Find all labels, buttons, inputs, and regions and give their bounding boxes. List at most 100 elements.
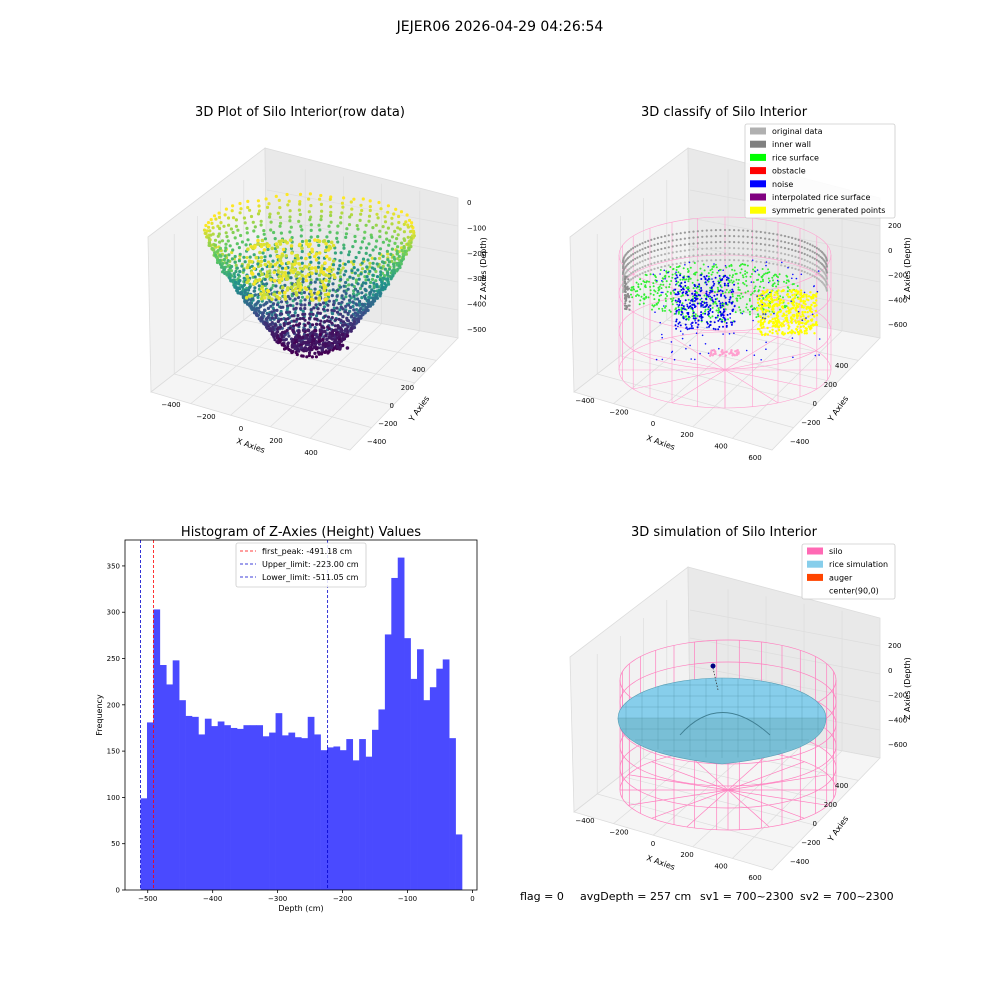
point [768,319,771,323]
point [404,220,408,224]
point [319,218,323,222]
point [288,303,293,307]
point [685,318,688,321]
point [286,342,290,346]
point [259,255,264,260]
point [332,299,336,303]
point [339,268,343,272]
point [797,312,801,315]
point [717,319,720,322]
point [363,230,367,234]
point [707,272,710,275]
point [707,275,710,278]
point [330,294,334,298]
point [671,350,674,353]
point [663,305,665,307]
point [705,259,708,262]
point [798,320,801,323]
point [730,350,733,353]
point [787,259,790,263]
point [357,303,362,307]
point [632,259,635,262]
point [755,236,758,239]
point [287,347,291,352]
panel-histogram: Histogram of Z-Axies (Height) Values −50… [95,525,478,913]
point [772,274,775,277]
point [787,309,790,313]
point [230,264,234,269]
point [208,229,212,233]
point [792,273,794,276]
point [689,266,692,269]
point [678,310,680,313]
point [272,278,277,283]
point [675,232,678,235]
x-tick-label: 600 [748,454,761,462]
point [719,277,721,280]
point [652,282,655,285]
point [390,222,394,226]
point [220,262,225,266]
point [814,309,818,313]
point [331,282,335,286]
point [711,265,714,268]
point [389,252,393,256]
point [298,317,302,321]
point [334,318,338,322]
point [733,247,736,250]
point [338,312,343,316]
point [704,312,707,315]
point [724,308,727,311]
point [218,226,222,231]
point [728,281,731,284]
point [746,229,749,232]
histogram-bar [314,734,321,890]
point [756,269,759,271]
point [293,282,297,287]
point [712,327,715,330]
point [268,215,272,219]
point [269,262,273,267]
point [720,350,723,353]
point [709,320,712,323]
point [317,352,321,356]
point [765,298,768,301]
point [309,281,313,285]
point [630,286,633,289]
point [710,296,713,299]
point [803,240,806,244]
point [673,289,675,291]
point [720,286,723,289]
point [388,239,392,243]
point [403,249,407,253]
point [246,205,250,210]
legend-swatch [750,167,766,175]
point [719,289,722,292]
point [704,310,706,313]
point [644,286,647,289]
point [318,329,323,334]
point [277,280,282,285]
point [386,204,390,208]
point [624,277,627,280]
point [705,301,708,304]
point [237,246,241,250]
point [224,242,228,246]
point [664,297,667,300]
point [794,319,797,322]
point [674,272,677,275]
point [633,288,635,291]
point [328,197,332,201]
point [230,250,234,255]
point [304,256,308,261]
histogram-bar [436,668,444,890]
point [726,276,728,279]
point [768,250,771,253]
point [240,291,244,295]
point [289,276,293,280]
point [301,328,306,333]
point [243,260,247,264]
point [390,216,394,220]
point [818,338,821,340]
point [259,223,263,227]
